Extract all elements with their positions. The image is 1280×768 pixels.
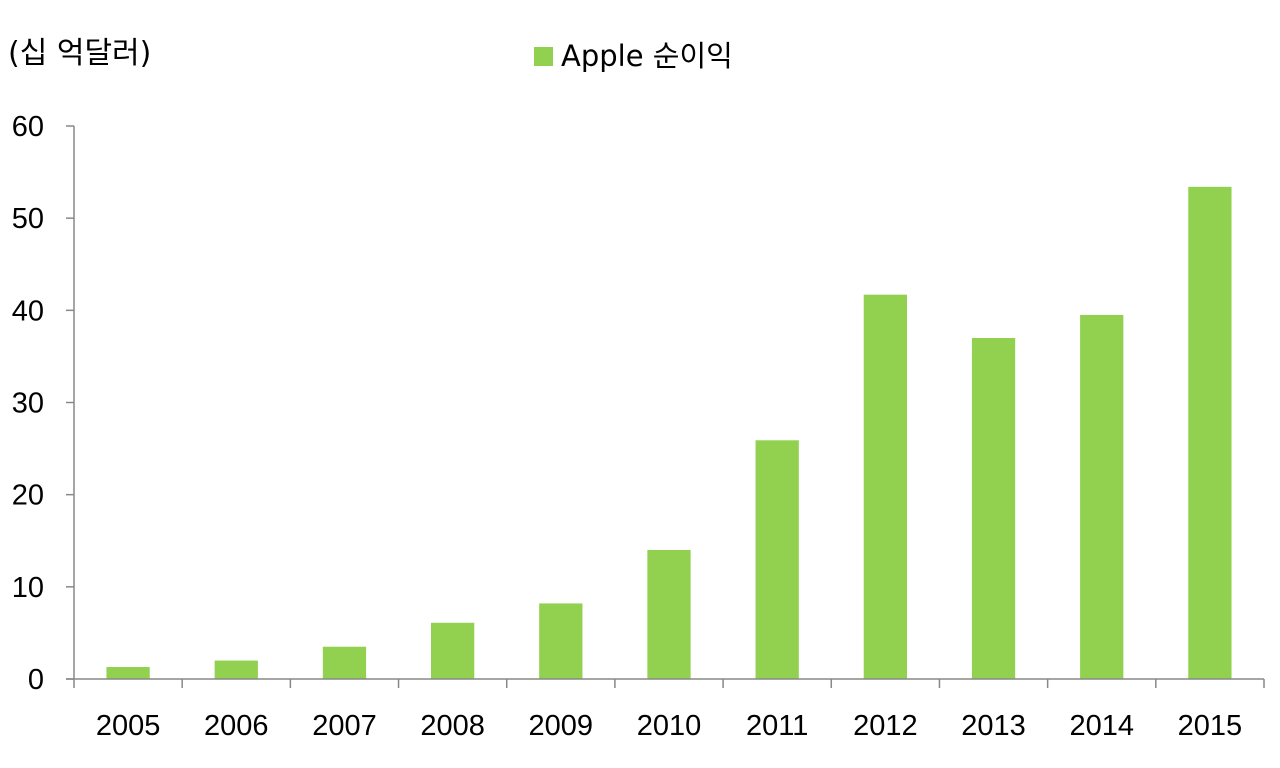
x-tick-label: 2005: [96, 710, 161, 742]
legend: Apple 순이익: [534, 36, 733, 76]
bar-2012: [863, 294, 907, 679]
x-tick-label: 2015: [1178, 710, 1243, 742]
y-axis: 0 10 20 30 40 50 60: [12, 111, 75, 696]
y-tick-label: 20: [12, 480, 44, 512]
legend-swatch: [534, 46, 553, 66]
y-tick-label: 60: [12, 111, 44, 143]
bar-2011: [755, 440, 799, 679]
bar-2005: [106, 667, 150, 679]
bar-2008: [431, 622, 475, 679]
x-tick-label: 2010: [637, 710, 702, 742]
legend-label: Apple 순이익: [561, 39, 733, 73]
x-tick-label: 2008: [420, 710, 485, 742]
y-tick-label: 40: [12, 295, 44, 327]
bar-2010: [647, 549, 691, 679]
x-tick-label: 2007: [312, 710, 377, 742]
bar-2015: [1188, 186, 1232, 679]
bar-2014: [1080, 314, 1124, 679]
x-tick-label: 2009: [529, 710, 594, 742]
x-tick-label: 2014: [1069, 710, 1134, 742]
y-tick-label: 0: [28, 664, 44, 696]
x-tick-label: 2012: [853, 710, 918, 742]
x-tick-label: 2013: [961, 710, 1026, 742]
x-tick-label: 2011: [746, 710, 808, 742]
x-axis: 2005 2006 2007 2008 2009 2010 2011 2012 2013 2014…: [66, 678, 1265, 742]
y-tick-label: 10: [12, 572, 44, 604]
x-tick-label: 2006: [204, 710, 269, 742]
y-tick-label: 30: [12, 388, 44, 420]
bar-2007: [322, 646, 367, 679]
bar-2009: [539, 603, 583, 679]
bar-2006: [214, 660, 258, 679]
y-axis-unit-label: (십 억달러): [8, 36, 152, 71]
bars-group: [106, 186, 1232, 679]
y-tick-label: 50: [12, 203, 44, 235]
bar-2013: [971, 337, 1016, 679]
